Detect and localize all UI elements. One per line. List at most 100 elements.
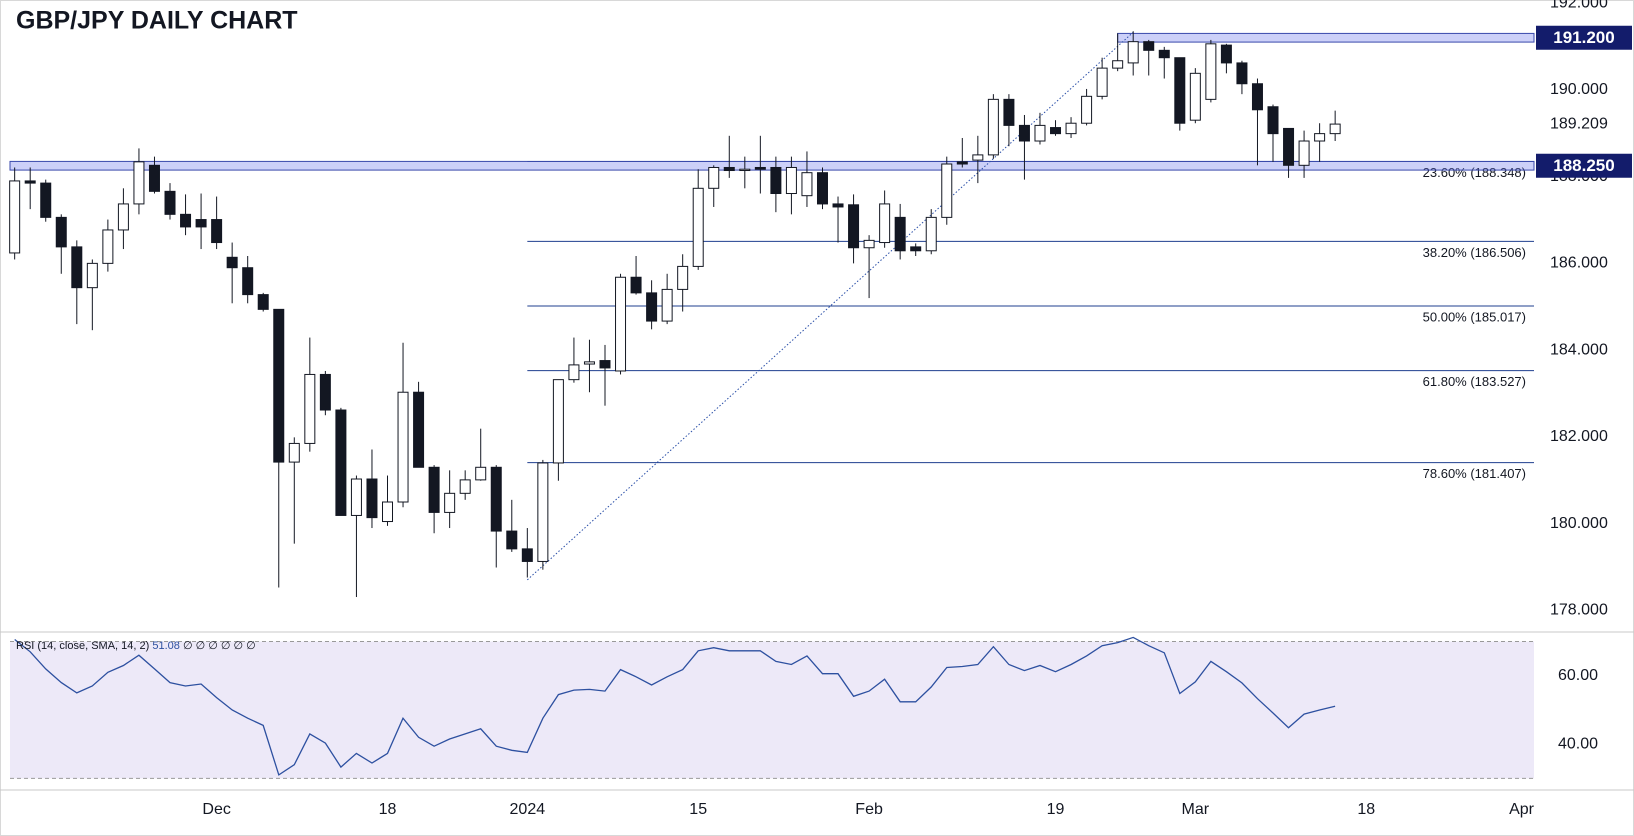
candle-body [972,154,984,161]
candle-body [785,166,797,195]
x-tick-label: 18 [1357,801,1375,818]
y-tick-label: 190.000 [1550,81,1608,98]
chart-title: GBP/JPY DAILY CHART [16,7,298,35]
candle-body [661,288,673,322]
candle-body [910,246,922,252]
candle-body [1314,133,1326,142]
candle-body [24,180,36,184]
candle-body [630,276,642,294]
candle-body [537,462,549,562]
candle-body [1267,106,1279,135]
candle-body [382,501,394,523]
x-tick-label: 19 [1047,801,1065,818]
candle-body [428,466,440,513]
candle-body [956,161,968,165]
candle-body [335,409,347,516]
candle-body [273,308,285,463]
fib-label: 61.80% (183.527) [1423,374,1526,389]
candle-body [894,216,906,252]
fib-label: 38.20% (186.506) [1423,245,1526,260]
zone-price-box [1536,153,1632,178]
x-tick-label: 15 [689,801,707,818]
y-tick-label: 180.000 [1550,515,1608,532]
candle-body [1003,98,1015,126]
rsi-tick-label: 40.00 [1558,735,1598,752]
candle-body [304,373,316,444]
candle-body [1251,83,1263,111]
candle-body [568,364,580,381]
candle-body [879,203,891,244]
candle-body [754,166,766,170]
zone-band [1117,32,1535,43]
candle-body [599,360,611,369]
rsi-line [14,636,1336,776]
candle-body [863,239,875,249]
candle-body [552,379,564,464]
x-tick-label: 2024 [510,801,546,818]
candle-body [9,180,21,254]
x-tick-label: 18 [379,801,397,818]
x-tick-label: Feb [855,801,883,818]
y-tick-label: 182.000 [1550,428,1608,445]
candle-body [816,172,828,205]
candle-body [211,219,223,244]
candle-body [319,373,331,411]
candle-body [941,163,953,218]
y-tick-label: 186.000 [1550,255,1608,272]
candle-body [117,203,129,231]
candle-body [646,292,658,322]
candle-body [1127,41,1139,64]
candle-body [1018,124,1030,142]
candle-body [692,187,704,267]
candle-body [40,182,52,218]
fib-label: 78.60% (181.407) [1423,466,1526,481]
candle-body [1283,127,1295,166]
candle-body [133,161,145,205]
candle-body [164,190,176,215]
candle-body [832,203,844,208]
candle-body [1220,44,1232,64]
last-price-label: 189.209 [1550,115,1608,132]
zone-price-label: 188.250 [1553,156,1614,175]
candle-body [350,478,362,516]
y-tick-label: 184.000 [1550,341,1608,358]
candle-body [1205,43,1217,100]
rsi-tick-label: 60.00 [1558,667,1598,684]
zone-price-box [1536,25,1632,50]
x-tick-label: Apr [1509,801,1535,818]
candle-body [1112,60,1124,69]
candle-body [288,442,300,463]
candle-body [459,479,471,494]
candle-body [521,548,533,562]
candle-body [1096,67,1108,97]
candle-body [1174,57,1186,124]
candle-body [71,246,83,289]
candle-body [475,466,487,481]
rsi-band [10,641,1534,779]
candle-body [1065,122,1077,135]
candle-body [506,530,518,550]
candle-body [1298,140,1310,166]
rsi-last: 51.08 [152,640,180,652]
candle-body [925,216,937,252]
y-tick-label: 192.000 [1550,0,1608,11]
candle-body [195,219,207,228]
candle-body [615,276,627,372]
rsi-legend: RSI (14, close, SMA, 14, 2) 51.08 ∅ ∅ ∅ … [16,640,256,652]
candle-body [1158,49,1170,59]
candle-body [102,229,114,264]
candle-body [677,265,689,290]
candle-body [490,466,502,532]
candle-body [848,204,860,249]
candle-body [86,262,98,289]
zone-price-label: 191.200 [1553,28,1614,47]
candle-body [987,98,999,156]
candle-body [257,294,269,310]
rsi-pane: 40.00 60.00 [10,636,1598,779]
candle-body [366,478,378,519]
candle-body [180,213,192,228]
fib-label: 50.00% (185.017) [1423,309,1526,324]
x-tick-label: Dec [202,801,230,818]
candle-body [1081,95,1093,124]
rsi-status: ∅ ∅ ∅ ∅ ∅ ∅ [183,640,256,652]
